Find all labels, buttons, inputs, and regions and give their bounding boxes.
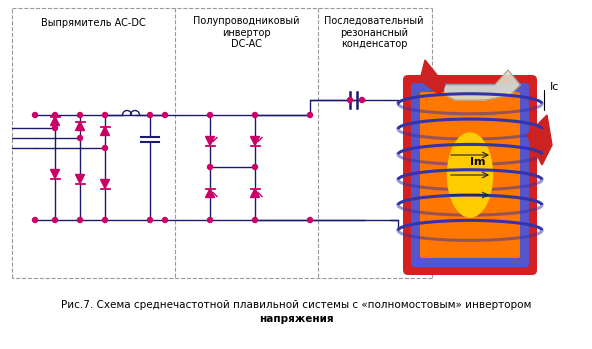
- Circle shape: [208, 164, 213, 170]
- Circle shape: [253, 217, 258, 223]
- Polygon shape: [50, 170, 60, 178]
- Circle shape: [78, 112, 82, 118]
- Circle shape: [307, 112, 313, 118]
- Polygon shape: [50, 117, 60, 126]
- Circle shape: [147, 112, 153, 118]
- Ellipse shape: [447, 132, 493, 218]
- Text: Рис.7. Схема среднечастотной плавильной системы с «полномостовым» инвертором: Рис.7. Схема среднечастотной плавильной …: [61, 300, 531, 310]
- Circle shape: [253, 112, 258, 118]
- FancyBboxPatch shape: [420, 92, 520, 258]
- Text: Ic: Ic: [550, 82, 559, 92]
- Circle shape: [102, 112, 108, 118]
- Circle shape: [208, 112, 213, 118]
- Circle shape: [162, 112, 168, 118]
- Circle shape: [78, 135, 82, 141]
- Circle shape: [53, 217, 57, 223]
- Polygon shape: [527, 115, 552, 165]
- Text: Выпрямитель AC-DC: Выпрямитель AC-DC: [41, 18, 146, 28]
- Circle shape: [307, 217, 313, 223]
- Text: Полупроводниковый
инвертор
DC-AC: Полупроводниковый инвертор DC-AC: [193, 16, 299, 49]
- Circle shape: [162, 217, 168, 223]
- Polygon shape: [76, 174, 85, 184]
- Polygon shape: [205, 136, 214, 146]
- Polygon shape: [420, 60, 445, 95]
- Circle shape: [33, 217, 37, 223]
- Circle shape: [53, 112, 57, 118]
- Polygon shape: [250, 188, 259, 198]
- Polygon shape: [101, 126, 110, 135]
- Circle shape: [102, 217, 108, 223]
- Polygon shape: [76, 121, 85, 131]
- Text: напряжения: напряжения: [259, 314, 333, 324]
- Circle shape: [253, 164, 258, 170]
- Circle shape: [53, 126, 57, 131]
- Circle shape: [33, 112, 37, 118]
- Polygon shape: [250, 136, 259, 146]
- Circle shape: [348, 97, 352, 103]
- Circle shape: [359, 97, 365, 103]
- Circle shape: [147, 217, 153, 223]
- Polygon shape: [101, 179, 110, 188]
- Text: Последовательный
резонансный
конденсатор: Последовательный резонансный конденсатор: [324, 16, 424, 49]
- Polygon shape: [205, 188, 214, 198]
- Circle shape: [208, 217, 213, 223]
- Circle shape: [102, 146, 108, 150]
- Text: Im: Im: [470, 157, 486, 167]
- Polygon shape: [445, 70, 520, 100]
- FancyBboxPatch shape: [411, 83, 529, 267]
- Circle shape: [78, 217, 82, 223]
- FancyBboxPatch shape: [403, 75, 537, 275]
